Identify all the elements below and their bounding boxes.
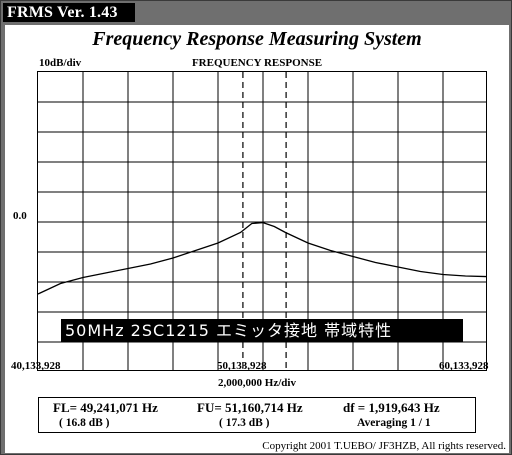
x-start-label: 40,133,928 <box>11 360 61 372</box>
graph-title: FREQUENCY RESPONSE <box>191 57 323 69</box>
plot-annotation: 50MHz 2SC1215 エミッタ接地 帯域特性 <box>61 319 463 342</box>
measurement-readout: FL= 49,241,071 Hz ( 16.8 dB ) FU= 51,160… <box>38 397 476 433</box>
df-readout: df = 1,919,643 Hz <box>343 400 440 415</box>
fu-db-readout: ( 17.3 dB ) <box>219 417 270 429</box>
response-plot: 50MHz 2SC1215 エミッタ接地 帯域特性 <box>37 71 487 371</box>
main-panel: Frequency Response Measuring System 10dB… <box>5 25 509 453</box>
fl-db-readout: ( 16.8 dB ) <box>59 417 110 429</box>
x-center-label: 50,133,928 <box>217 360 267 372</box>
response-trace <box>38 221 486 295</box>
page-title: Frequency Response Measuring System <box>92 28 422 50</box>
window-title: FRMS Ver. 1.43 <box>3 3 135 22</box>
fl-readout: FL= 49,241,071 Hz <box>53 400 158 415</box>
averaging-readout: Averaging 1 / 1 <box>357 417 431 429</box>
fu-readout: FU= 51,160,714 Hz <box>197 400 303 415</box>
x-scale-label: 2,000,000 Hz/div <box>218 377 296 389</box>
y-scale-label: 10dB/div <box>39 57 82 69</box>
ref-level-label: 0.0 <box>13 210 27 222</box>
copyright-text: Copyright 2001 T.UEBO/ JF3HZB, All right… <box>262 440 506 452</box>
x-end-label: 60,133,928 <box>439 360 489 372</box>
